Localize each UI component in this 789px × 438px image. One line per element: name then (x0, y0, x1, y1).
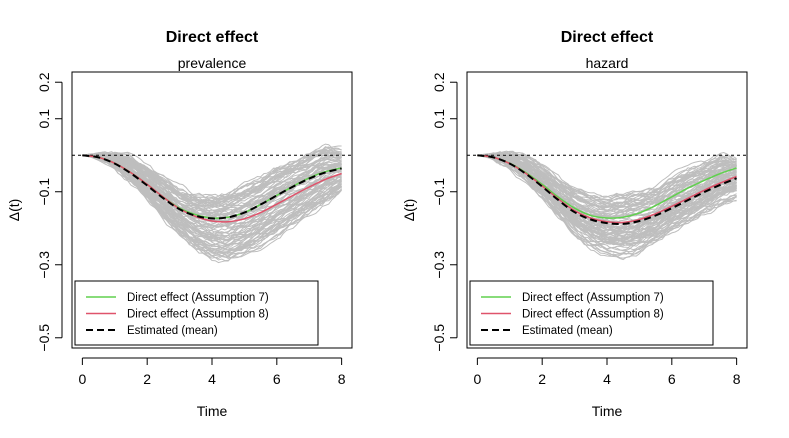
legend-label-2: Direct effect (Assumption 8) (127, 309, 269, 321)
chart-subtitle: prevalence (178, 55, 247, 71)
simulation-curve (82, 154, 342, 262)
x-tick-label: 6 (273, 371, 281, 387)
panel-hazard: Direct effect hazard 0 2 4 6 8 Time 0.2 0.1 −0.1 −0… (401, 29, 748, 419)
legend-label-1: Direct effect (Assumption 7) (127, 292, 269, 304)
simulation-curve (82, 154, 342, 219)
x-tick-label: 4 (208, 371, 216, 387)
simulation-curve (82, 154, 342, 242)
simulation-curve (82, 154, 342, 212)
simulation-curve (477, 150, 737, 203)
simulation-curve (477, 154, 737, 240)
legend-label-1: Direct effect (Assumption 7) (522, 292, 664, 304)
y-tick-label: 0.1 (36, 109, 52, 129)
legend-label-2: Direct effect (Assumption 8) (522, 309, 664, 321)
panel-prevalence: Direct effect prevalence 0 2 4 6 8 Time 0.2 0.1 −0… (6, 29, 353, 419)
plot-frame (466, 71, 748, 349)
legend-label-3: Estimated (mean) (522, 325, 613, 337)
y-tick-label: −0.3 (36, 251, 52, 279)
chart-title: Direct effect (166, 29, 259, 46)
y-tick-label: −0.5 (36, 324, 52, 352)
simulation-curve (477, 154, 737, 230)
simulation-curve (477, 154, 737, 255)
x-tick-label: 2 (143, 371, 151, 387)
legend: Direct effect (Assumption 7) Direct effec… (469, 280, 714, 346)
simulation-curve (82, 154, 342, 259)
y-tick-label: 0.1 (431, 109, 447, 129)
y-tick-label: 0.2 (431, 72, 447, 92)
y-tick-label: −0.3 (431, 251, 447, 279)
y-axis-label: Δ(t) (6, 199, 22, 222)
series-line-3 (82, 154, 342, 220)
x-axis-label: Time (592, 403, 623, 419)
series-line-3 (477, 154, 737, 226)
y-tick-label: −0.1 (36, 178, 52, 206)
legend-label-3: Estimated (mean) (127, 325, 218, 337)
x-tick-label: 0 (473, 371, 481, 387)
legend: Direct effect (Assumption 7) Direct effec… (74, 280, 319, 346)
simulation-curve (477, 152, 737, 212)
simulation-curve (477, 150, 737, 206)
y-axis-label: Δ(t) (401, 199, 417, 222)
y-tick-label: −0.5 (431, 324, 447, 352)
chart-subtitle: hazard (586, 55, 629, 71)
x-axis-label: Time (197, 403, 228, 419)
plot-frame (71, 71, 353, 349)
x-tick-label: 8 (338, 371, 346, 387)
y-tick-label: −0.1 (431, 178, 447, 206)
x-tick-label: 2 (538, 371, 546, 387)
simulation-curve (82, 152, 342, 205)
x-tick-label: 0 (78, 371, 86, 387)
x-tick-label: 6 (668, 371, 676, 387)
simulation-curve (82, 151, 342, 203)
x-tick-label: 8 (733, 371, 741, 387)
y-tick-label: 0.2 (36, 72, 52, 92)
x-tick-label: 4 (603, 371, 611, 387)
simulation-curve (477, 154, 737, 246)
simulation-curve (82, 154, 342, 253)
simulation-curve (82, 154, 342, 248)
chart-title: Direct effect (561, 29, 654, 46)
simulation-curves (82, 143, 342, 264)
